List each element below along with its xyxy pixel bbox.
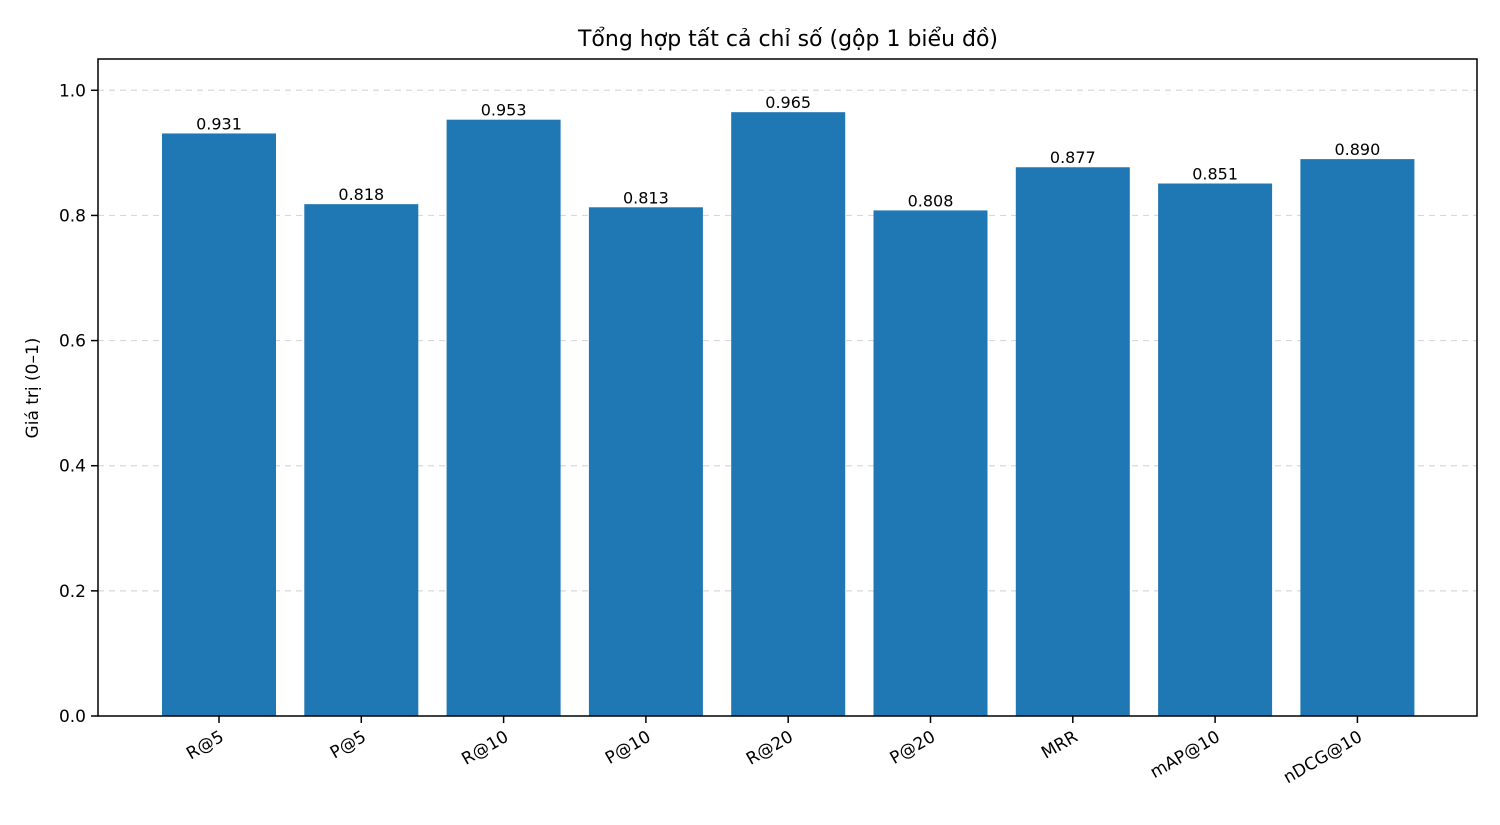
y-axis-label: Giá trị (0–1) [23,338,43,439]
bar [731,112,846,716]
bar-value-label: 0.818 [338,185,384,204]
bar-value-label: 0.890 [1334,140,1380,159]
bar-value-label: 0.808 [908,191,954,210]
bar [162,133,276,716]
bar [1300,159,1415,717]
data-labels: 0.931 0.818 0.953 0.813 0.965 0.808 0.877 0.851… [196,93,1380,210]
bar-value-label: 0.813 [623,188,669,207]
x-tick-label: P@10 [602,727,654,769]
x-tick-label: R@5 [183,727,227,764]
y-tick-label: 0.4 [59,457,86,477]
y-tick-label: 0.8 [59,206,86,226]
bar [588,207,703,716]
bar-value-label: 0.965 [765,93,811,112]
bar-value-label: 0.953 [481,101,527,120]
bar-value-label: 0.931 [196,114,242,133]
y-tick-label: 0.2 [59,582,86,602]
bar [304,204,419,716]
bar [446,119,561,717]
chart-title: Tổng hợp tất cả chỉ số (gộp 1 biểu đồ) [577,27,998,52]
x-tick-label: mAP@10 [1147,727,1224,783]
x-tick-label: P@5 [327,727,370,763]
x-tick-label: R@20 [743,727,797,770]
x-tick-label: R@10 [458,727,512,770]
bar-value-label: 0.851 [1192,165,1238,184]
y-axis-ticks: 0.0 0.2 0.4 0.6 0.8 1.0 [59,81,98,727]
x-tick-label: MRR [1038,727,1081,764]
y-tick-label: 1.0 [59,81,86,101]
y-tick-label: 0.6 [59,332,86,352]
x-axis-ticks: R@5 P@5 R@10 P@10 R@20 P@20 MRR mAP@10 nDCG@10 [183,716,1366,788]
bar-value-label: 0.877 [1050,148,1096,167]
bar [1158,183,1273,716]
x-tick-label: P@20 [887,727,939,769]
bar [1015,167,1130,717]
y-tick-label: 0.0 [59,707,86,727]
bars [162,112,1415,717]
bar [873,210,988,716]
x-tick-label: nDCG@10 [1280,727,1366,788]
